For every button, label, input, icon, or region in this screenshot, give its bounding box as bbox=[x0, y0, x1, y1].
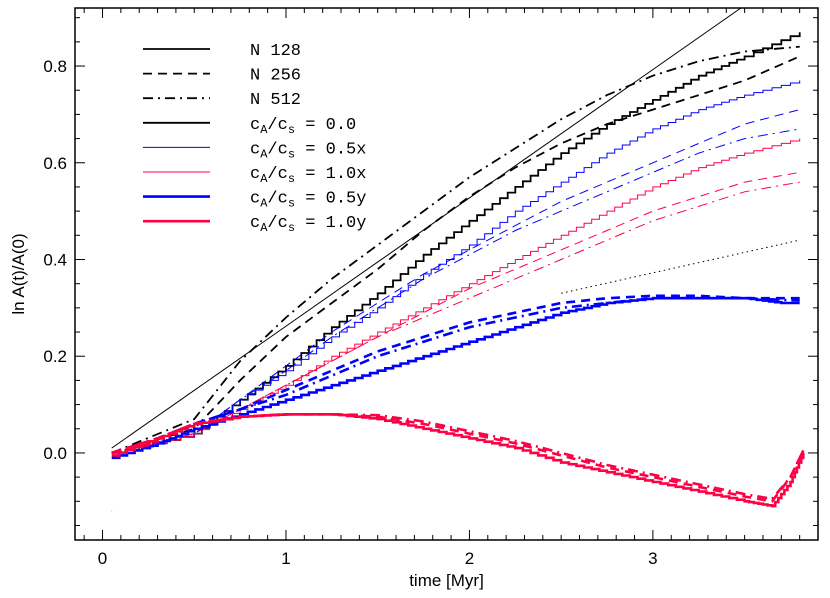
legend-label: cA/cs = 0.5x bbox=[250, 140, 366, 161]
x-tick-label: 1 bbox=[281, 549, 290, 568]
legend-label: cA/cs = 1.0y bbox=[250, 214, 366, 235]
x-axis-label: time [Myr] bbox=[409, 571, 484, 590]
legend-entry: N 128 bbox=[143, 42, 301, 61]
legend: N 128 N 256 N 512 cA/cs = 0.0 cA/cs = 0.5x cA… bbox=[143, 42, 366, 235]
legend-label: cA/cs = 1.0x bbox=[250, 165, 366, 186]
series-ca05y-n512 bbox=[111, 296, 800, 455]
series-ca0-n512 bbox=[111, 45, 800, 454]
legend-entry: cA/cs = 0.0 bbox=[143, 116, 356, 137]
series-layer bbox=[111, 8, 805, 512]
series-ca05y-n256 bbox=[111, 294, 800, 455]
y-tick-label: 0.8 bbox=[43, 57, 67, 76]
y-tick-label: 0.6 bbox=[43, 154, 67, 173]
x-tick-label: 0 bbox=[98, 549, 107, 568]
series-ca10y-n256 bbox=[111, 412, 805, 503]
legend-label: cA/cs = 0.5y bbox=[250, 190, 366, 211]
series-ca10y-n512 bbox=[111, 412, 805, 501]
legend-entry: N 256 bbox=[143, 67, 301, 86]
series-reference-dotted bbox=[561, 239, 800, 294]
y-tick-label: 0.2 bbox=[43, 347, 67, 366]
plot-frame bbox=[74, 7, 819, 541]
series-ca05x-n128 bbox=[111, 80, 801, 454]
y-axis-label: ln A(t)/A(0) bbox=[9, 233, 28, 314]
ticks-layer: 0 1 2 3 0.0 0.2 0.4 0.6 0.8 bbox=[43, 8, 819, 568]
legend-label: N 512 bbox=[250, 91, 301, 110]
legend-label: N 256 bbox=[250, 67, 301, 86]
y-tick-label: 0.0 bbox=[43, 444, 67, 463]
series-ca10x-n512 bbox=[111, 181, 800, 454]
series-ca05x-n512 bbox=[111, 128, 800, 454]
legend-entry: cA/cs = 0.5y bbox=[143, 190, 366, 211]
legend-entry: cA/cs = 1.0y bbox=[143, 214, 366, 235]
x-tick-label: 3 bbox=[648, 549, 657, 568]
y-tick-label: 0.4 bbox=[43, 250, 67, 269]
series-ca05y-n128 bbox=[111, 296, 800, 460]
legend-entry: cA/cs = 0.5x bbox=[143, 140, 366, 161]
series-ca0-n256 bbox=[111, 55, 801, 454]
legend-label: cA/cs = 0.0 bbox=[250, 116, 356, 137]
series-ca10x-n256 bbox=[111, 171, 800, 454]
legend-entry: cA/cs = 1.0x bbox=[143, 165, 366, 186]
legend-label: N 128 bbox=[250, 42, 301, 61]
series-ca05x-n256 bbox=[111, 109, 800, 454]
legend-entry: N 512 bbox=[143, 91, 301, 110]
series-ca0-n128 bbox=[111, 32, 801, 454]
x-tick-label: 2 bbox=[465, 549, 474, 568]
